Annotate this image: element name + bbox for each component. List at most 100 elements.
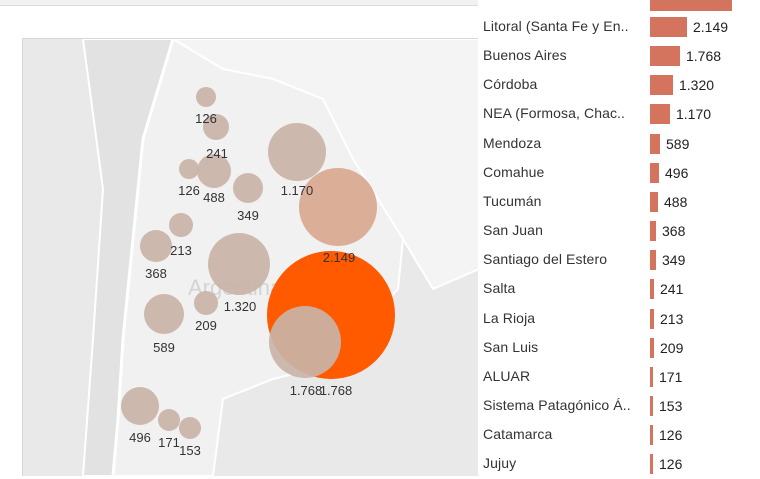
bar-category-label: Jujuy — [483, 455, 517, 472]
map-bubble-label: 126 — [178, 183, 200, 198]
bar-mark[interactable] — [650, 454, 653, 475]
bar-value-label: 349 — [662, 252, 686, 269]
bar-row[interactable]: NEA (Formosa, Chac.. 1.170 — [478, 100, 760, 129]
map-bubble[interactable] — [299, 168, 377, 246]
bar-row[interactable]: ALUAR 171 — [478, 363, 760, 392]
map-bubble[interactable] — [194, 291, 218, 315]
bar-category-label: La Rioja — [483, 309, 536, 326]
map-bubble-label: 349 — [237, 208, 259, 223]
bar-row[interactable]: Sistema Patagónico Á.. 153 — [478, 392, 760, 421]
bar-row[interactable]: Litoral (Santa Fe y En.. 2.149 — [478, 13, 760, 42]
bar-value-label: 2.149 — [693, 19, 729, 35]
map-bubble[interactable] — [144, 294, 184, 334]
map-bubble[interactable] — [233, 173, 263, 203]
bar-category-label: Catamarca — [483, 426, 553, 443]
bar-mark[interactable] — [650, 162, 659, 183]
map-bubble-label: 1.768 — [320, 383, 353, 398]
map-bubble-label: 171 — [158, 435, 180, 450]
bar-mark[interactable] — [650, 133, 660, 154]
bar-category-label: ALUAR — [483, 367, 531, 384]
bar-mark[interactable] — [650, 104, 670, 125]
window-top-edge — [0, 0, 760, 6]
bar-category-label: NEA (Formosa, Chac.. — [483, 105, 626, 122]
bar-row[interactable]: Tucumán 488 — [478, 188, 760, 217]
map-border-line — [111, 39, 175, 476]
bar-row[interactable]: Buenos Aires 1.768 — [478, 42, 760, 71]
bar-category-label: San Juan — [483, 222, 543, 239]
map-bubble-label: 241 — [206, 146, 228, 161]
map-bubble-label: 1.170 — [281, 183, 314, 198]
map-bubble[interactable] — [269, 306, 341, 378]
bar-value-label: 589 — [666, 135, 690, 152]
map-bubble-label: 589 — [153, 340, 175, 355]
bar-category-label: Litoral (Santa Fe y En.. — [483, 18, 629, 34]
map-bubble[interactable] — [158, 409, 180, 431]
bar-row[interactable]: Catamarca 126 — [478, 421, 760, 450]
bar-mark[interactable] — [650, 75, 673, 96]
map-bubble[interactable] — [179, 417, 201, 439]
bar-value-label: 496 — [665, 164, 689, 181]
bar-value-label: 153 — [659, 397, 683, 414]
bar-category-label: San Luis — [483, 338, 539, 355]
bar-row[interactable]: San Luis 209 — [478, 334, 760, 363]
bar-value-label: 213 — [660, 310, 684, 327]
map-bubble[interactable] — [196, 87, 216, 107]
map-bubble-label: 496 — [129, 430, 151, 445]
map-bubble-label: 488 — [203, 190, 225, 205]
map-bubble-label: 1.320 — [224, 299, 257, 314]
bar-row[interactable]: Santiago del Estero 349 — [478, 246, 760, 275]
bar-row[interactable]: La Rioja 213 — [478, 305, 760, 334]
map-bubble-label: 2.149 — [323, 250, 356, 265]
map-bubble-label: 213 — [170, 243, 192, 258]
map-bubble[interactable] — [121, 387, 159, 425]
bar-value-label: 209 — [660, 339, 684, 356]
bar-previous-row[interactable] — [650, 0, 732, 11]
map-bubble[interactable] — [208, 233, 270, 295]
bar-mark[interactable] — [650, 221, 656, 242]
bar-row[interactable]: San Juan 368 — [478, 217, 760, 246]
bar-value-label: 126 — [659, 427, 683, 444]
bar-row[interactable]: Salta 241 — [478, 275, 760, 304]
bar-mark[interactable] — [650, 279, 654, 300]
bar-row[interactable]: Mendoza 589 — [478, 130, 760, 159]
bar-mark[interactable] — [650, 191, 658, 212]
bar-category-label: Mendoza — [483, 134, 542, 151]
bar-category-label: Buenos Aires — [483, 47, 567, 64]
bar-row[interactable]: Comahue 496 — [478, 159, 760, 188]
map-bubble[interactable] — [140, 230, 172, 262]
bar-category-label: Tucumán — [483, 192, 542, 209]
map-bubble[interactable] — [203, 114, 229, 140]
map-bubble-label: 126 — [195, 111, 217, 126]
bar-value-label: 368 — [662, 223, 686, 240]
bar-mark[interactable] — [650, 337, 654, 358]
bubble-map[interactable]: Argentina 1262411264883491.1702.14921336… — [22, 38, 479, 476]
map-bubble-label: 153 — [179, 443, 201, 458]
bar-category-label: Sistema Patagónico Á.. — [483, 396, 631, 413]
bar-value-label: 171 — [659, 368, 683, 385]
bar-mark[interactable] — [650, 250, 656, 271]
bar-chart[interactable]: Litoral (Santa Fe y En.. 2.149 Buenos Aire… — [478, 0, 760, 475]
bar-mark[interactable] — [650, 308, 654, 329]
bar-value-label: 488 — [664, 193, 688, 210]
bar-value-label: 1.768 — [686, 48, 722, 65]
bar-row[interactable]: Córdoba 1.320 — [478, 71, 760, 100]
bar-value-label: 126 — [659, 456, 683, 473]
map-bubble[interactable] — [268, 123, 326, 181]
bar-value-label: 241 — [660, 281, 684, 298]
map-canvas[interactable]: Argentina 1262411264883491.1702.14921336… — [23, 39, 479, 476]
bar-category-label: Comahue — [483, 163, 545, 180]
map-bubble[interactable] — [169, 213, 193, 237]
bar-mark[interactable] — [650, 17, 687, 37]
map-bubble[interactable] — [179, 159, 199, 179]
bar-mark[interactable] — [650, 46, 680, 67]
bar-mark[interactable] — [650, 366, 653, 387]
bar-row[interactable]: Jujuy 126 — [478, 450, 760, 479]
map-bubble-label: 1.768 — [290, 383, 323, 398]
map-bubble[interactable] — [197, 154, 231, 188]
bar-mark[interactable] — [650, 425, 653, 446]
bar-mark[interactable] — [650, 395, 653, 416]
bar-value-label: 1.320 — [679, 77, 715, 94]
bar-value-label: 1.170 — [676, 106, 712, 123]
bar-category-label: Córdoba — [483, 76, 538, 93]
